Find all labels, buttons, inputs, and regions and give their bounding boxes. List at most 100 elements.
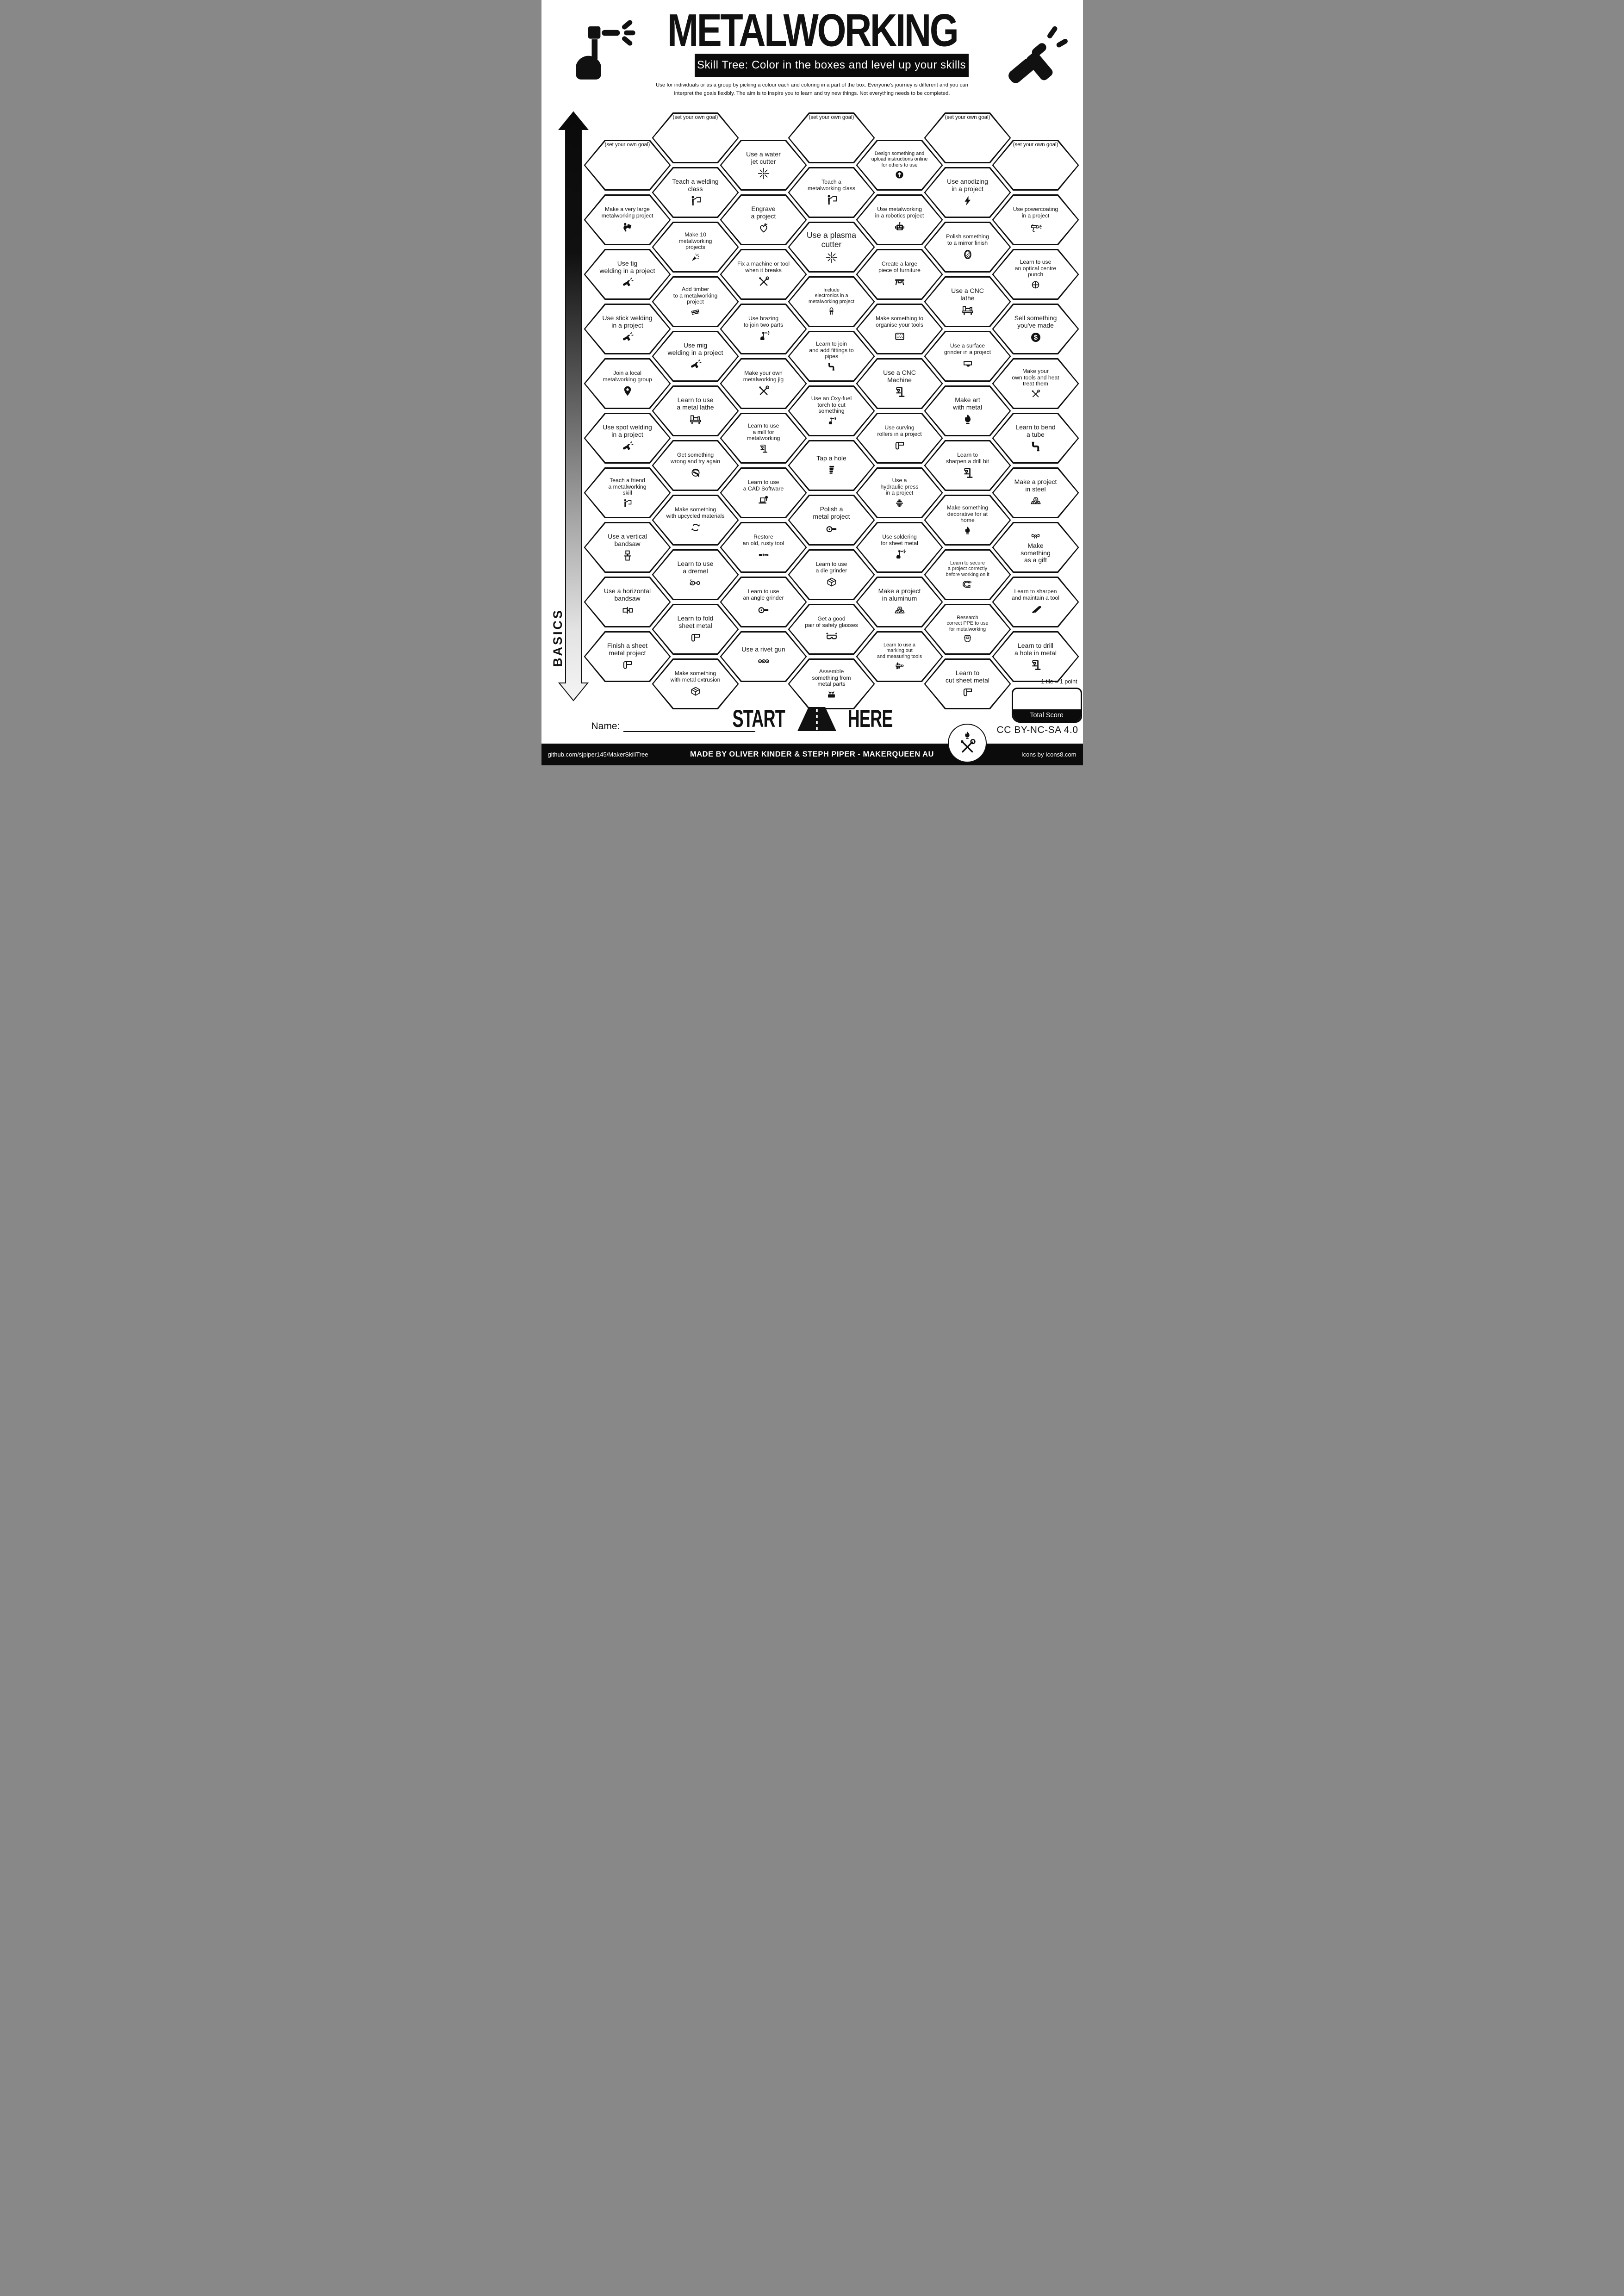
skill-label: Teach a friend a metalworking skill [608,477,647,496]
skill-hex-tile: Make a project in steel [992,467,1079,518]
goal-hex-label: (set your own goal) [604,142,650,148]
hex-face [653,223,738,271]
hex-content: Use anodizing in a project [938,169,997,216]
goal-hex-label: (set your own goal) [809,115,854,120]
skill-hex-tile: Use a hydraulic press in a project [856,467,943,518]
skill-label: Make 10 metalworking projects [678,231,712,251]
skill-hex-tile: Learn to use a marking out and measuring… [856,631,943,682]
hex-content: Finish a sheet metal project [598,633,657,680]
hex-face [653,168,738,217]
hex-face [993,250,1078,298]
skill-label: Create a large piece of furniture [878,261,921,273]
skill-label: Use a hydraulic press in a project [880,477,919,496]
skill-hex-tile: Use an Oxy-fuel torch to cut something [788,385,875,436]
skill-hex-tile: Make a very large metalworking project [584,194,671,245]
skill-label: Use soldering for sheet metal [881,534,918,546]
flame-icon [964,414,971,424]
mill-icon [895,386,905,397]
hex-content: Make 10 metalworking projects [666,224,725,270]
skill-label: Make something as a gift [1020,541,1051,564]
target-icon [1032,281,1039,289]
hex-content: Learn to use a CAD Software [734,470,793,516]
hex-content: Make something decorative for at home [938,497,997,543]
tools-icon [758,385,769,396]
torch-icon [622,441,634,453]
skill-label: Engrave a project [751,205,776,220]
hex-face [653,114,738,162]
skill-hex-tile: Use a rivet gun [720,631,807,682]
hex-face [789,441,874,490]
skill-hex-tile: Research correct PPE to use for metalwor… [924,604,1011,655]
hex-content: Learn to use a marking out and measuring… [870,633,929,680]
hex-face [993,414,1078,462]
hex-face [789,496,874,544]
grinder-icon [758,607,769,614]
name-label: Name: [591,721,620,732]
hex-face [653,387,738,435]
flame-icon [965,527,970,534]
page-title: METALWORKING [667,5,958,56]
heart-icon [759,223,768,233]
hex-face [721,633,806,681]
skill-label: Learn to secure a project correctly befo… [946,560,989,577]
torch-icon [690,360,702,371]
caliper-icon [896,662,904,670]
goal-hex-tile: (set your own goal) [992,140,1079,191]
skill-hex-tile: Make something as a gift [992,522,1079,573]
goal-hex-label: (set your own goal) [1013,142,1058,148]
hex-content: Use a CNC Machine [870,360,929,407]
hex-content: Learn to use a die grinder [802,552,861,598]
skill-hex-tile: Learn to use a die grinder [788,549,875,600]
hex-content: Use spot welding in a project [598,415,657,461]
hex-content: Use mig welding in a project [666,333,725,379]
skill-hex-tile: Use stick welding in a project [584,304,671,354]
axis-label-advanced: ADVANCED [550,129,565,214]
hex-content: Get a good pair of safety glasses [802,606,861,652]
skill-hex-tile: Use tig welding in a project [584,249,671,300]
hex-face [653,332,738,380]
skill-label: Add timber to a metalworking project [673,285,718,305]
hex-face [993,523,1078,571]
skill-label: Make something with metal extrusion [670,670,721,683]
skill-label: Make a project in steel [1014,478,1057,493]
hex-content: Learn to secure a project correctly befo… [938,552,997,598]
skill-label: Finish a sheet metal project [607,642,648,657]
hex-content: Make your own tools and heat treat them [1006,360,1065,407]
metalworking-skill-tree-poster: METALWORKING Skill Tree: Color in the bo… [541,0,1083,765]
skill-hex-tile: Learn to join and add fittings to pipes [788,331,875,382]
robot-icon [894,222,905,231]
sheet-icon [895,441,904,450]
goal-hex-label: (set your own goal) [672,115,718,120]
skill-hex-tile: Join a local metalworking group [584,358,671,409]
spark-icon [826,251,837,263]
difficulty-axis-arrow [558,111,589,701]
extrusion-icon [691,687,700,696]
hex-content: Make a project in steel [1006,470,1065,516]
skill-hex-tile: Teach a metalworking class [788,167,875,218]
hex-content: Use a rivet gun [734,633,793,680]
skill-label: Fix a machine or tool when it breaks [737,261,790,273]
skill-label: Join a local metalworking group [603,370,652,383]
skill-label: Polish something to a mirror finish [946,233,989,246]
torch-icon [622,278,634,289]
footer-icons-credit: Icons by Icons8.com [1021,751,1076,758]
skill-hex-tile: Use a plasma cutter [788,222,875,273]
hex-content: Make something as a gift [1006,524,1065,571]
skill-label: Use curving rollers in a project [877,424,922,437]
grinder-icon [826,526,837,533]
skill-label: Use a vertical bandsaw [608,533,647,547]
hex-face [925,551,1010,599]
glasses-icon [826,632,837,639]
skill-label: Learn to use an optical centre punch [1014,258,1057,278]
confetti-icon [691,253,700,261]
hex-face [585,141,670,189]
hex-content: Learn to join and add fittings to pipes [802,333,861,379]
hex-face [857,523,942,571]
skill-hex-tile: Add timber to a metalworking project [652,276,739,327]
skill-label: Learn to use a marking out and measuring… [877,642,922,659]
ingots-icon [894,606,905,614]
hex-face [585,305,670,353]
hex-content: Use brazing to join two parts [734,306,793,352]
hex-face [789,387,874,435]
intro-text: Use for individuals or as a group by pic… [655,82,969,96]
